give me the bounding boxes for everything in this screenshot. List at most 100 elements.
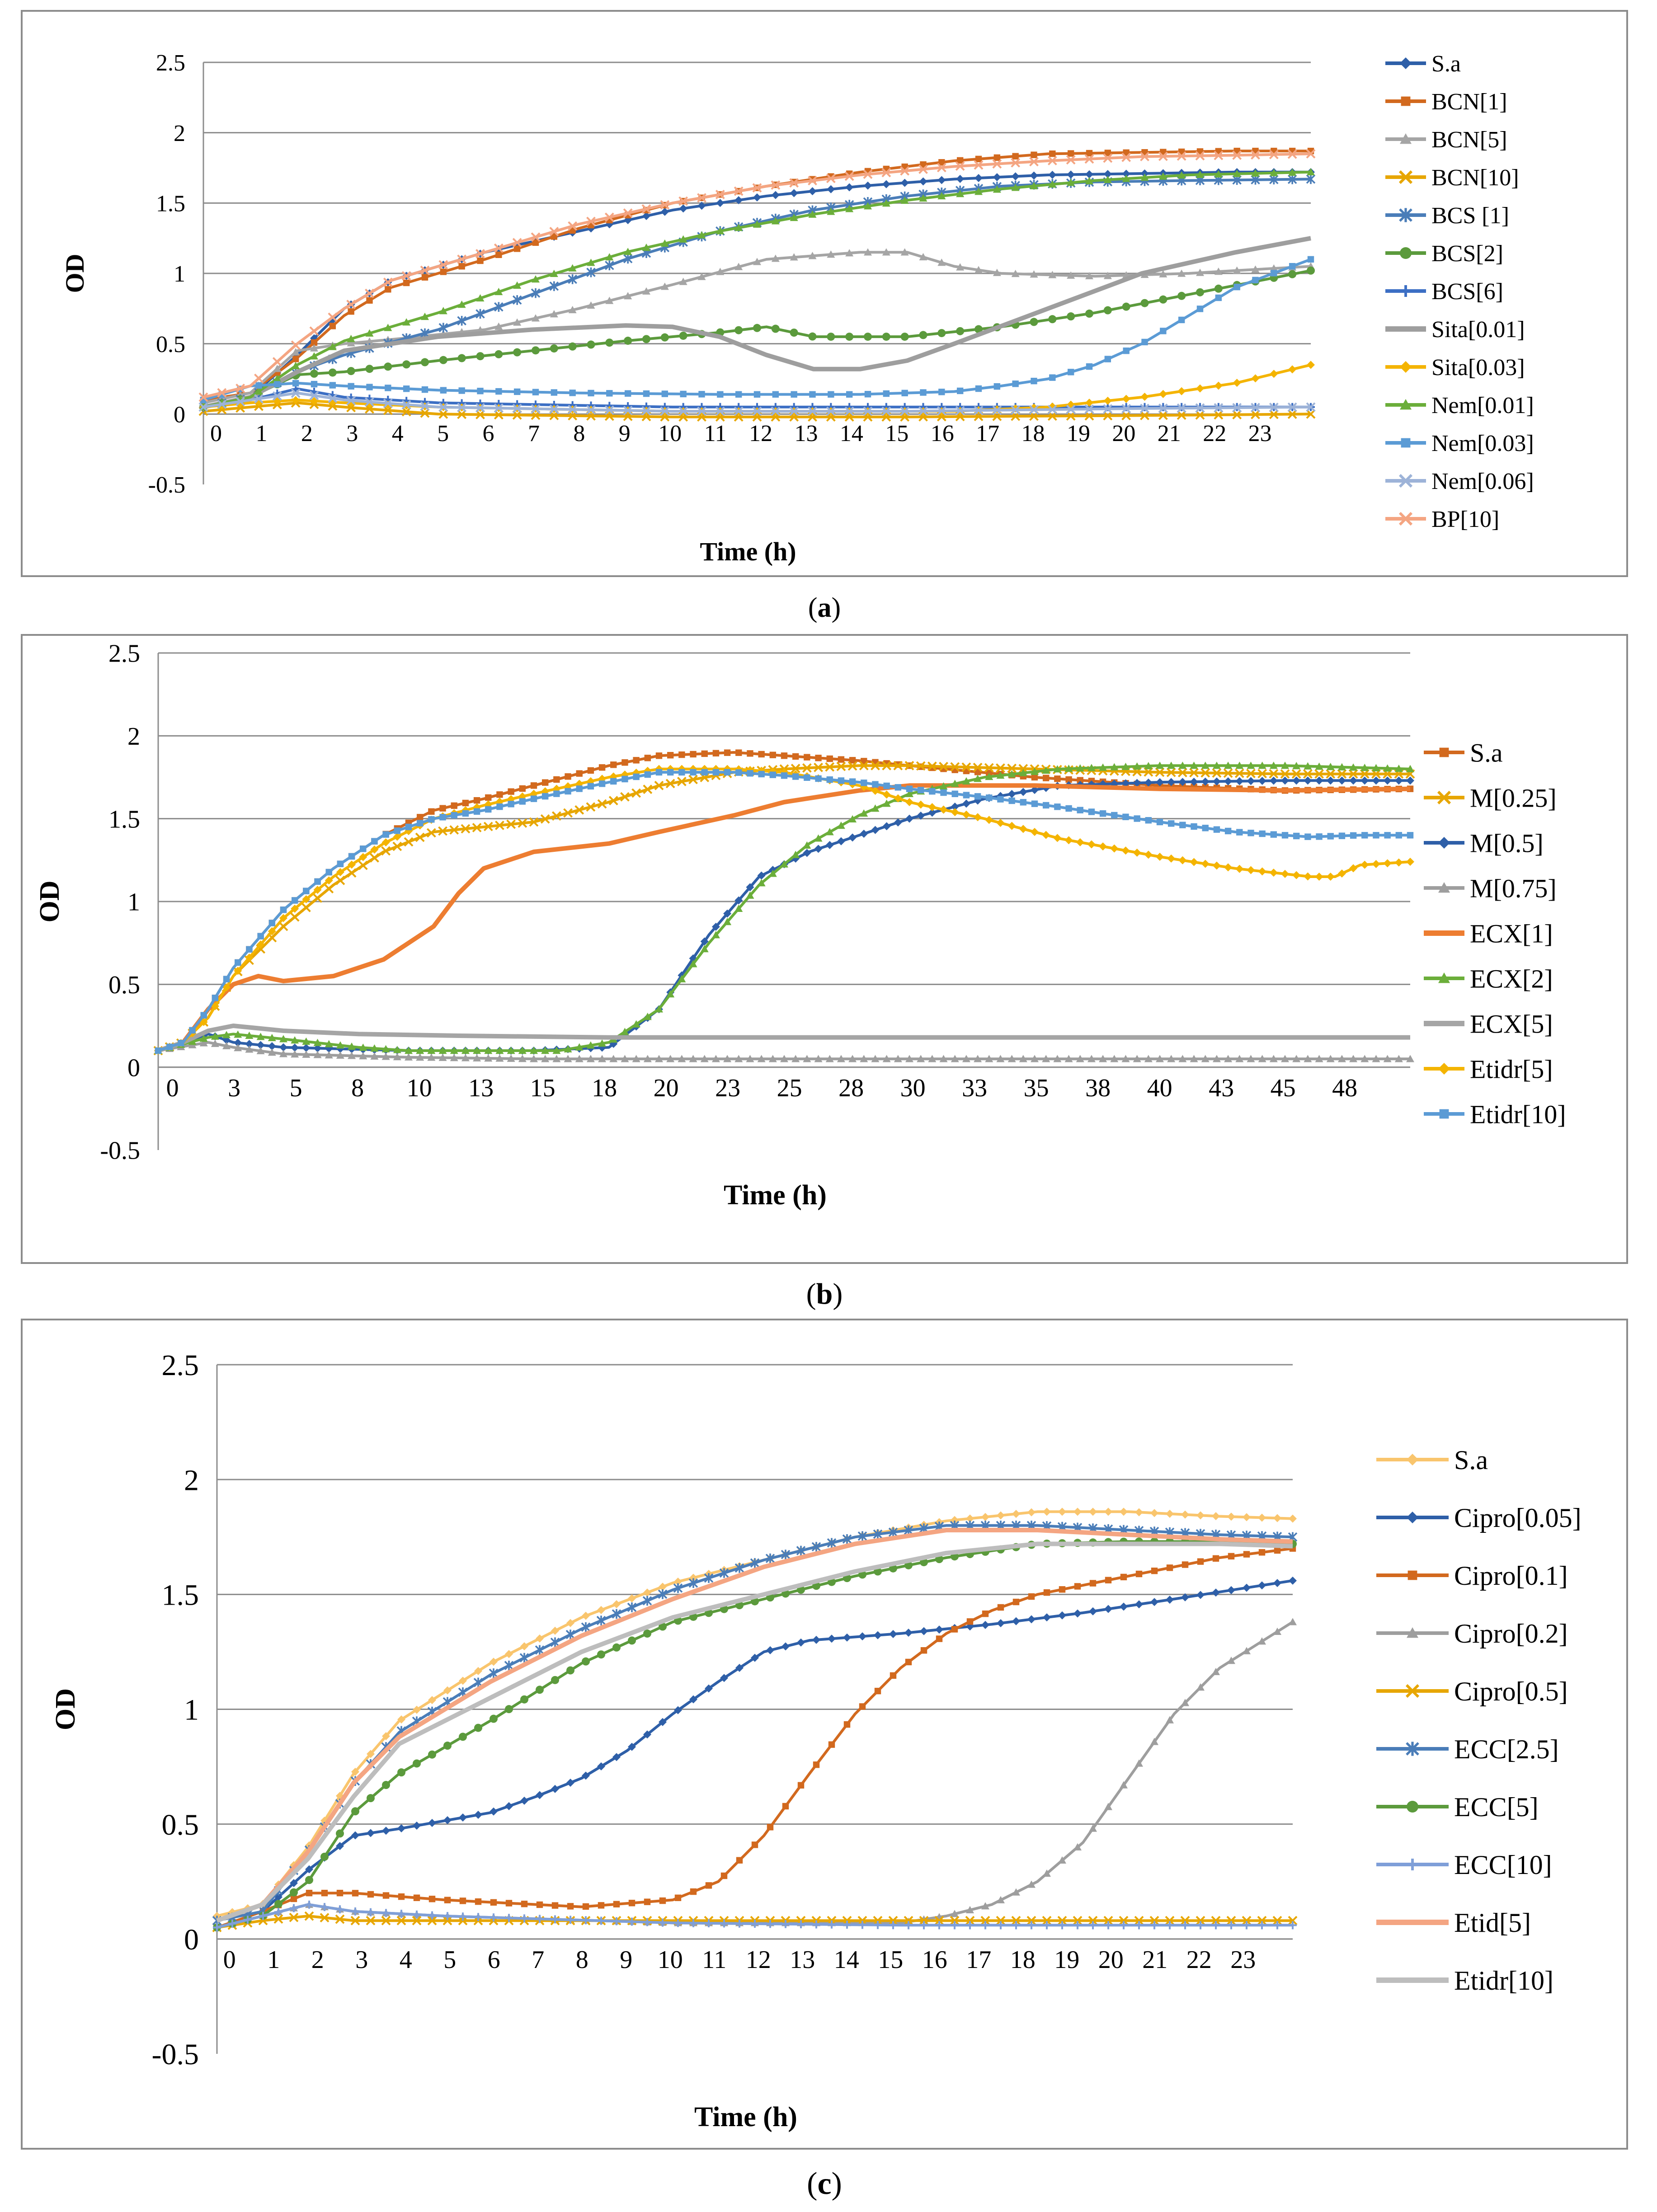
data-point (1133, 848, 1141, 857)
data-point (335, 875, 345, 885)
data-point (234, 1038, 242, 1047)
legend-marker (1400, 57, 1412, 69)
data-point (505, 1802, 513, 1810)
data-point (475, 410, 485, 419)
data-point (273, 1914, 283, 1924)
data-point (1190, 858, 1198, 866)
data-point (1019, 769, 1027, 776)
data-point (347, 868, 357, 878)
data-point (712, 750, 720, 756)
data-point (874, 1631, 882, 1639)
data-point (166, 1043, 173, 1050)
data-point (771, 180, 781, 190)
data-point (679, 331, 687, 340)
data-point (937, 406, 946, 416)
data-point (1246, 769, 1256, 779)
data-point (966, 1906, 974, 1913)
data-point (1270, 370, 1278, 378)
data-point (1159, 270, 1167, 277)
data-point (1273, 1921, 1281, 1930)
data-point (438, 1047, 447, 1054)
legend-marker (1398, 170, 1413, 184)
data-point (1012, 380, 1019, 387)
data-point (1133, 762, 1141, 770)
data-point (472, 823, 482, 832)
data-point (279, 1043, 287, 1052)
data-point (791, 764, 800, 773)
data-point (904, 1921, 913, 1930)
data-point (1269, 761, 1278, 769)
data-point (828, 1920, 836, 1929)
data-point (621, 759, 628, 766)
data-point (1177, 410, 1186, 420)
data-point (837, 1055, 845, 1062)
data-point (416, 1053, 424, 1061)
data-point (1303, 769, 1313, 779)
legend-label: BCS[2] (1431, 241, 1503, 267)
legend-marker (1406, 1742, 1419, 1756)
data-point (211, 1032, 219, 1040)
data-point (808, 252, 817, 259)
data-point (981, 1512, 989, 1521)
data-point (752, 183, 762, 193)
data-point (365, 404, 374, 414)
data-point (459, 1677, 467, 1685)
data-point (790, 213, 798, 221)
data-point (189, 1027, 196, 1034)
data-point (1252, 277, 1259, 283)
data-point (1067, 150, 1074, 157)
data-point (1122, 169, 1130, 178)
data-point (438, 409, 448, 419)
data-point (228, 1919, 236, 1928)
data-point (351, 1767, 359, 1776)
legend-label: Cipro[0.5] (1454, 1677, 1568, 1706)
legend-item: Etid[5] (1376, 1908, 1531, 1938)
data-point (666, 990, 675, 998)
x-tick-label: 15 (885, 421, 909, 446)
data-point (1104, 356, 1111, 362)
y-tick-label: 0 (127, 1054, 140, 1082)
data-point (809, 391, 816, 398)
data-point (475, 249, 485, 258)
legend-item: ECX[1] (1424, 919, 1553, 948)
data-point (382, 1732, 390, 1740)
legend-marker (1407, 1801, 1418, 1813)
data-point (1360, 1055, 1369, 1062)
data-point (1140, 404, 1149, 413)
caption-part: c (817, 2166, 831, 2201)
data-point (155, 1047, 162, 1054)
data-point (660, 207, 669, 216)
data-point (1012, 1617, 1020, 1625)
data-point (440, 268, 447, 275)
data-point (661, 390, 668, 397)
x-tick-label: 21 (1142, 1946, 1167, 1974)
data-point (1212, 1555, 1219, 1562)
data-point (974, 405, 984, 415)
data-point (680, 390, 687, 398)
y-tick-label: -0.5 (148, 472, 185, 498)
data-point (825, 1055, 834, 1062)
data-point (324, 884, 334, 894)
data-point (1122, 174, 1130, 182)
data-point (365, 288, 374, 298)
data-point (1269, 403, 1279, 412)
data-point (1251, 265, 1260, 273)
data-point (365, 365, 374, 373)
data-point (310, 344, 318, 352)
data-point (495, 388, 502, 395)
data-point (881, 168, 891, 178)
data-point (1076, 764, 1084, 772)
x-tick-label: 8 (576, 1946, 588, 1974)
data-point (402, 360, 411, 369)
y-tick-label: 0 (174, 402, 185, 428)
data-point (632, 1055, 640, 1062)
data-point (568, 221, 578, 231)
data-point (1212, 1921, 1220, 1930)
data-point (700, 1055, 709, 1062)
data-point (624, 248, 632, 255)
data-point (917, 787, 924, 794)
data-point (421, 274, 428, 281)
data-point (598, 764, 606, 771)
data-point (257, 933, 264, 939)
data-point (438, 826, 447, 836)
